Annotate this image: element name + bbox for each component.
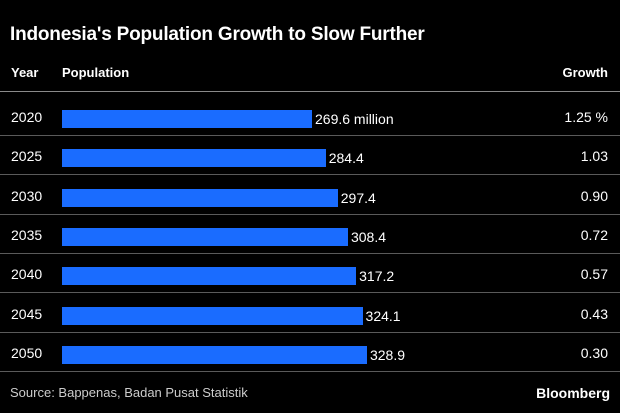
population-value-label: 297.4 [340, 189, 376, 206]
population-bar [62, 227, 348, 246]
population-bar [62, 306, 363, 325]
table-row: 2020 269.6 million 1.25 % [0, 96, 620, 136]
population-bar [62, 110, 312, 128]
year-column-header: Year [11, 65, 39, 80]
chart-title: Indonesia's Population Growth to Slow Fu… [10, 24, 425, 45]
row-divider [0, 213, 620, 215]
year-label: 2020 [11, 109, 43, 125]
population-bar [62, 345, 367, 364]
table-row: 2045 324.1 0.43 [0, 293, 620, 333]
growth-value-label: 0.43 [580, 305, 608, 322]
table-row: 2040 317.2 0.57 [0, 253, 620, 294]
growth-value-label: 1.25 % [564, 109, 608, 125]
row-divider [0, 292, 620, 294]
population-value-label: 269.6 million [315, 111, 394, 127]
population-value-label: 317.2 [359, 268, 395, 285]
growth-value-label: 0.57 [580, 266, 608, 283]
growth-column-header: Growth [562, 65, 609, 80]
row-divider [0, 252, 620, 254]
population-value-label: 308.4 [350, 228, 387, 245]
row-divider [0, 174, 620, 176]
population-value-label: 324.1 [365, 307, 401, 324]
row-divider [0, 331, 620, 333]
year-label: 2050 [11, 344, 43, 361]
population-bar [62, 188, 338, 207]
year-label: 2035 [11, 226, 43, 243]
source-note: Source: Bappenas, Badan Pusat Statistik [10, 385, 248, 400]
table-row: 2025 284.4 1.03 [0, 135, 620, 176]
population-column-header: Population [62, 65, 130, 80]
year-label: 2045 [11, 305, 43, 322]
year-label: 2025 [11, 148, 43, 165]
table-row: 2035 308.4 0.72 [0, 214, 620, 254]
year-label: 2030 [11, 187, 43, 204]
brand-logo: Bloomberg [536, 385, 610, 401]
growth-value-label: 1.03 [580, 148, 608, 165]
header-divider [0, 91, 620, 92]
growth-value-label: 0.30 [580, 344, 608, 361]
table-row: 2050 328.9 0.30 [0, 332, 620, 372]
growth-value-label: 0.72 [580, 226, 608, 243]
year-label: 2040 [11, 266, 43, 283]
population-bar [62, 267, 357, 286]
growth-value-label: 0.90 [580, 187, 608, 204]
population-value-label: 328.9 [369, 346, 406, 363]
table-row: 2030 297.4 0.90 [0, 175, 620, 215]
row-divider [0, 370, 620, 372]
population-value-label: 284.4 [328, 150, 364, 167]
row-divider [0, 135, 620, 136]
population-bar [62, 149, 326, 168]
